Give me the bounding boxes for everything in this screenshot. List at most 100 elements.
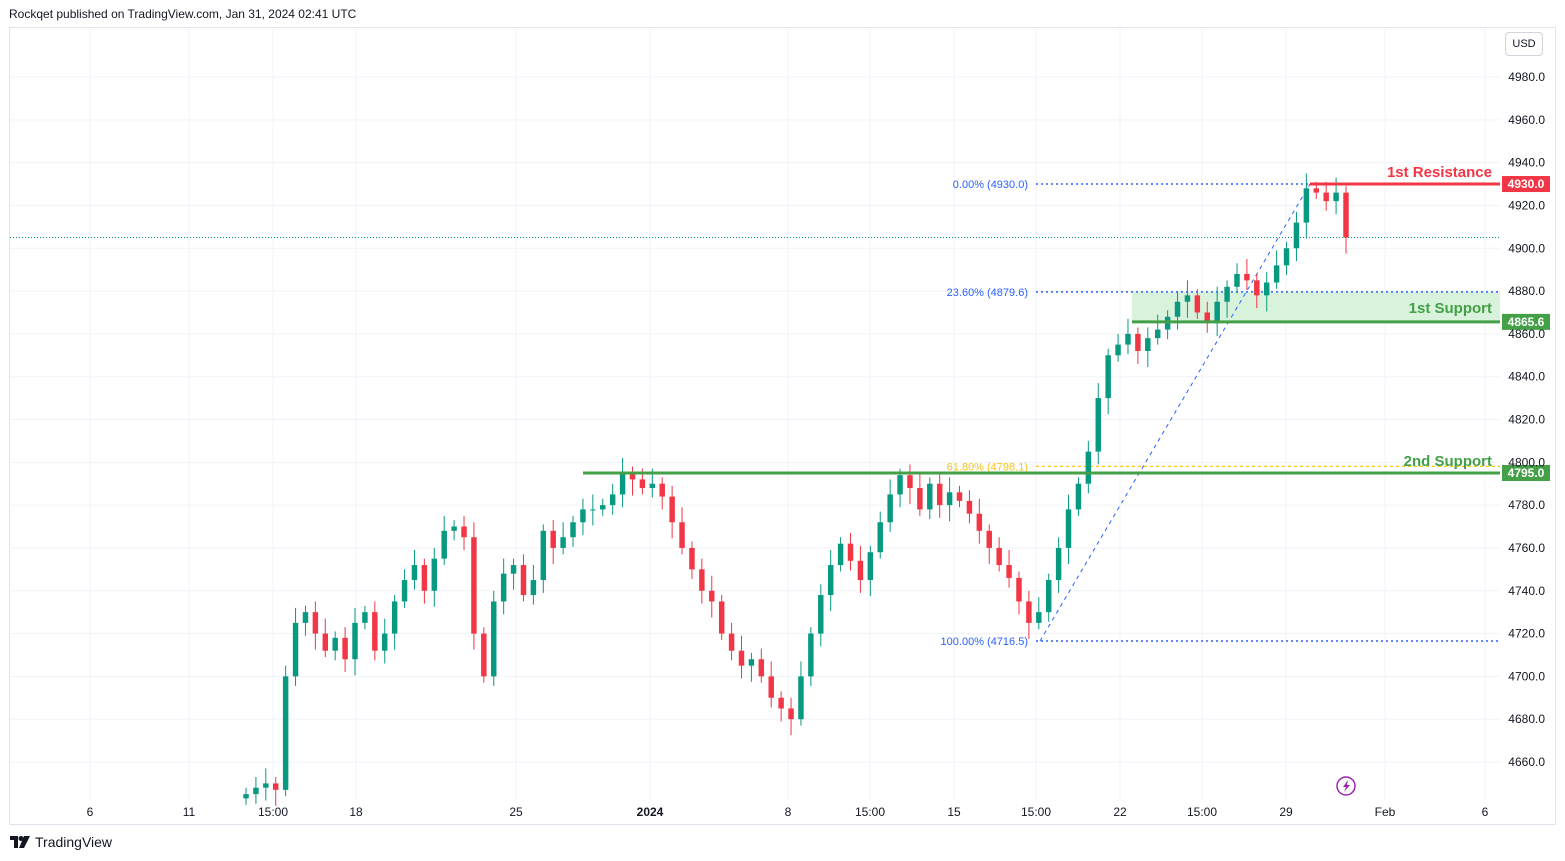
candle-body (718, 601, 725, 634)
candle-body (1234, 273, 1240, 287)
candle-body (560, 537, 566, 548)
candle-body (1343, 192, 1349, 238)
candle (481, 627, 487, 683)
candle (847, 532, 854, 571)
lightning-icon[interactable] (1336, 776, 1356, 796)
candle-body (431, 558, 438, 591)
candle (1204, 301, 1210, 333)
candle-body (738, 650, 745, 666)
candle (1254, 273, 1260, 309)
candle-body (520, 565, 527, 596)
candle (629, 466, 636, 496)
candle (788, 697, 794, 736)
candle-body (481, 633, 487, 677)
candle-body (619, 473, 626, 495)
publisher-caption: Rockqet published on TradingView.com, Ja… (9, 7, 357, 21)
fibonacci-retracement[interactable]: 0.00% (4930.0) 23.60% (4879.6) 61.80% (479… (941, 179, 1500, 648)
candle-body (748, 659, 755, 666)
fib-level-label: 0.00% (4930.0) (953, 179, 1028, 191)
candle (728, 622, 735, 661)
candle (491, 590, 497, 687)
candle (956, 485, 963, 508)
candle (738, 635, 745, 679)
y-tick-label: 4880.0 (1508, 284, 1545, 298)
price-axis[interactable]: 4660.0 4680.0 4700.0 4720.0 4740.0 4760.0 4780… (1508, 70, 1545, 769)
candle-body (699, 569, 705, 591)
candle (976, 498, 983, 544)
candle (1234, 263, 1240, 294)
candle (461, 515, 467, 551)
candle-body (282, 676, 289, 790)
candle-body (1214, 301, 1220, 324)
candle-body (808, 633, 814, 677)
chart-frame (9, 27, 1556, 825)
candle-body (907, 475, 913, 488)
candle-body (709, 590, 715, 602)
candle-body (1125, 333, 1131, 345)
tradingview-logo-text: TradingView (35, 834, 113, 850)
candle-body (1045, 580, 1052, 613)
price-tag-label: 4865.6 (1508, 315, 1545, 329)
candle (689, 541, 695, 579)
candle-body (1323, 192, 1329, 202)
y-tick-label: 4760.0 (1508, 541, 1545, 555)
candle-body (590, 509, 596, 511)
candle-body (1036, 612, 1042, 623)
x-tick-label: 25 (509, 805, 523, 819)
currency-selector[interactable]: USD (1505, 32, 1543, 56)
x-tick-label: Feb (1375, 805, 1396, 819)
candle-body (1026, 601, 1032, 623)
candle (1026, 590, 1032, 639)
candle (382, 618, 388, 664)
candle (986, 524, 992, 564)
candle-body (927, 483, 933, 510)
fib-level-label: 100.00% (4716.5) (941, 636, 1028, 648)
candle-body (263, 783, 269, 788)
y-tick-label: 4660.0 (1508, 755, 1545, 769)
candle-body (966, 500, 973, 514)
candle (1045, 573, 1052, 622)
candle-body (1154, 329, 1161, 339)
candle-body (292, 622, 299, 677)
candle (1115, 333, 1121, 362)
y-tick-label: 4900.0 (1508, 241, 1545, 255)
candle (1323, 181, 1329, 211)
candle (887, 479, 893, 532)
candle-body (491, 601, 497, 677)
candle (1224, 280, 1230, 318)
candle-body (1075, 483, 1082, 510)
candle-body (540, 530, 547, 581)
candle-body (441, 530, 447, 559)
x-tick-label: 2024 (637, 805, 664, 819)
candle (253, 776, 259, 804)
candle-body (1283, 248, 1290, 266)
candle (1085, 440, 1092, 494)
candle (758, 648, 765, 683)
candle-body (1303, 188, 1310, 223)
y-tick-label: 4860.0 (1508, 327, 1545, 341)
level-label: 1st Support (1409, 300, 1492, 317)
candle-body (342, 637, 348, 660)
candle (530, 565, 537, 605)
candle (570, 515, 576, 547)
candle-body (322, 633, 329, 651)
candle-body (946, 492, 953, 506)
candle (1263, 271, 1270, 312)
candle-body (1293, 222, 1300, 249)
candle (1145, 327, 1151, 368)
candle (243, 787, 249, 805)
candle (600, 498, 606, 516)
candle-body (372, 612, 378, 651)
candle (659, 477, 665, 510)
candle (1135, 327, 1141, 364)
candle (1075, 477, 1082, 516)
candle-body (1313, 188, 1319, 193)
price-levels[interactable]: 1st Resistance 4930.0 1st Support 4865.6 2nd… (583, 164, 1550, 482)
tradingview-logo[interactable]: TradingView (10, 834, 112, 850)
candle-body (629, 473, 636, 480)
time-axis[interactable]: 6 11 15:00 18 25 2024 8 15:00 15 15:00 22 15:00 29 Fe… (87, 805, 1489, 819)
candle (560, 522, 566, 555)
candle (372, 601, 378, 661)
y-tick-label: 4720.0 (1508, 627, 1545, 641)
